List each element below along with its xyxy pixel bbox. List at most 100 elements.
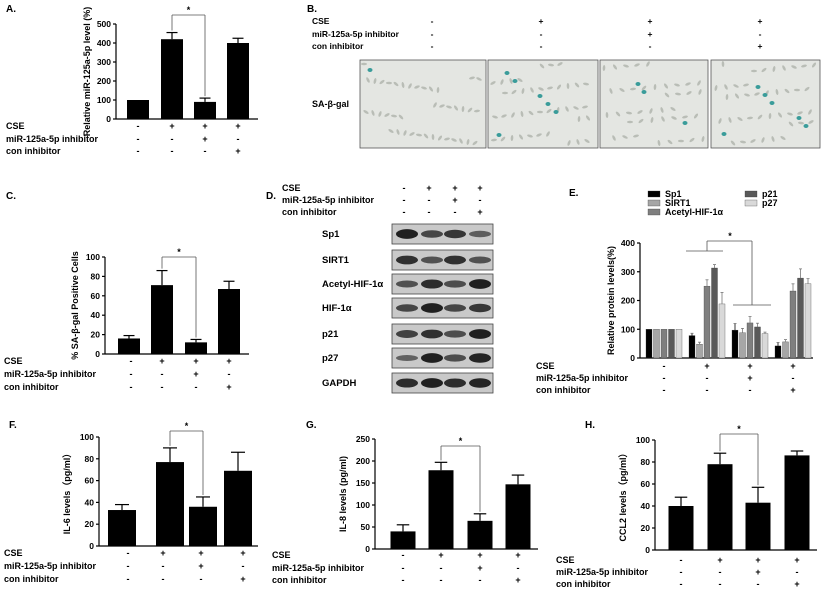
cell bbox=[791, 65, 797, 69]
condition-sign: + bbox=[717, 555, 722, 565]
bar-acetyl-hif-1α bbox=[703, 285, 711, 359]
condition-sign: - bbox=[663, 373, 666, 383]
condition-sign: + bbox=[452, 183, 457, 193]
cell bbox=[804, 86, 810, 92]
condition-sign: + bbox=[235, 146, 240, 156]
condition-label: con inhibitor bbox=[536, 385, 591, 395]
legend-label: p21 bbox=[762, 189, 778, 199]
significance-asterisk: * bbox=[737, 424, 741, 434]
condition-label: miR-125a-5p inhibitor bbox=[4, 369, 97, 379]
condition-sign: + bbox=[794, 579, 799, 589]
cell bbox=[511, 112, 515, 118]
cell bbox=[780, 136, 786, 140]
cell bbox=[605, 112, 609, 118]
condition-sign: - bbox=[403, 195, 406, 205]
cell bbox=[361, 62, 367, 66]
condition-sign: - bbox=[759, 29, 762, 39]
bar bbox=[118, 338, 140, 354]
cell bbox=[744, 93, 750, 97]
condition-label: miR-125a-5p inhibitor bbox=[272, 563, 365, 573]
blot-label: p21 bbox=[322, 329, 339, 340]
cell bbox=[638, 118, 644, 124]
cell bbox=[577, 116, 581, 122]
cell bbox=[396, 129, 400, 135]
y-tick-label: 20 bbox=[641, 523, 651, 533]
cell bbox=[734, 93, 740, 99]
cell bbox=[797, 111, 803, 115]
condition-sign: - bbox=[680, 555, 683, 565]
cell bbox=[660, 107, 664, 113]
cell bbox=[521, 88, 525, 94]
cell bbox=[768, 113, 772, 119]
cell bbox=[421, 86, 427, 90]
condition-sign: - bbox=[706, 373, 709, 383]
bar-sp1 bbox=[645, 329, 653, 359]
panel-label-C: C. bbox=[6, 191, 16, 202]
cell bbox=[491, 138, 497, 142]
y-tick-label: 100 bbox=[86, 252, 100, 262]
y-tick-label: 80 bbox=[85, 454, 95, 464]
cell bbox=[675, 92, 681, 96]
condition-sign: - bbox=[757, 579, 760, 589]
y-tick-label: 500 bbox=[97, 19, 111, 29]
y-tick-label: 40 bbox=[85, 497, 95, 507]
stained-cell bbox=[796, 116, 802, 120]
stain-label: SA-β-gal bbox=[312, 99, 349, 109]
condition-sign: + bbox=[226, 382, 231, 392]
blot-band bbox=[444, 378, 466, 388]
condition-sign: - bbox=[127, 561, 130, 571]
blot-band bbox=[396, 378, 418, 388]
condition-sign: - bbox=[237, 134, 240, 144]
condition-sign: + bbox=[515, 550, 520, 560]
stained-cell bbox=[537, 94, 543, 98]
legend-swatch bbox=[647, 190, 661, 198]
significance-asterisk: * bbox=[187, 5, 191, 15]
condition-label: CSE bbox=[536, 361, 555, 371]
condition-sign: + bbox=[758, 16, 763, 26]
cell bbox=[459, 138, 463, 144]
bar bbox=[194, 101, 216, 119]
cell bbox=[664, 92, 670, 98]
condition-label: miR-125a-5p inhibitor bbox=[6, 134, 99, 144]
condition-label: miR-125a-5p inhibitor bbox=[282, 195, 375, 205]
condition-sign: + bbox=[198, 561, 203, 571]
y-tick-label: 60 bbox=[85, 476, 95, 486]
bar-acetyl-hif-1α bbox=[746, 322, 754, 359]
bar bbox=[161, 39, 183, 120]
condition-sign: - bbox=[431, 29, 434, 39]
cell bbox=[733, 84, 739, 88]
condition-sign: + bbox=[477, 183, 482, 193]
blot-band bbox=[396, 280, 418, 288]
condition-sign: - bbox=[200, 574, 203, 584]
panel-label-B: B. bbox=[307, 4, 317, 15]
cell bbox=[698, 89, 702, 95]
cell bbox=[391, 114, 397, 118]
condition-sign: - bbox=[749, 385, 752, 395]
cell bbox=[787, 112, 793, 116]
cell bbox=[439, 104, 445, 108]
y-tick-label: 0 bbox=[95, 349, 100, 359]
y-tick-label: 80 bbox=[91, 271, 101, 281]
condition-sign: + bbox=[452, 195, 457, 205]
cell bbox=[761, 137, 765, 143]
significance-asterisk: * bbox=[185, 421, 189, 431]
condition-label: CSE bbox=[272, 550, 291, 560]
y-tick-label: 20 bbox=[91, 330, 101, 340]
bar bbox=[108, 510, 136, 546]
legend-swatch bbox=[744, 199, 758, 207]
condition-sign: - bbox=[130, 369, 133, 379]
condition-label: con inhibitor bbox=[312, 41, 364, 51]
cell bbox=[379, 79, 385, 85]
blot-band bbox=[444, 330, 466, 338]
bar-p21 bbox=[797, 277, 804, 359]
condition-sign: + bbox=[477, 207, 482, 217]
cell bbox=[509, 78, 513, 84]
legend-swatch bbox=[647, 199, 661, 207]
blot-band bbox=[469, 303, 491, 313]
cell bbox=[444, 137, 450, 141]
condition-sign: - bbox=[649, 41, 652, 51]
bar-sp1 bbox=[688, 335, 696, 359]
cell bbox=[539, 63, 545, 69]
bar-p27 bbox=[761, 333, 769, 359]
blot-band bbox=[469, 256, 491, 264]
